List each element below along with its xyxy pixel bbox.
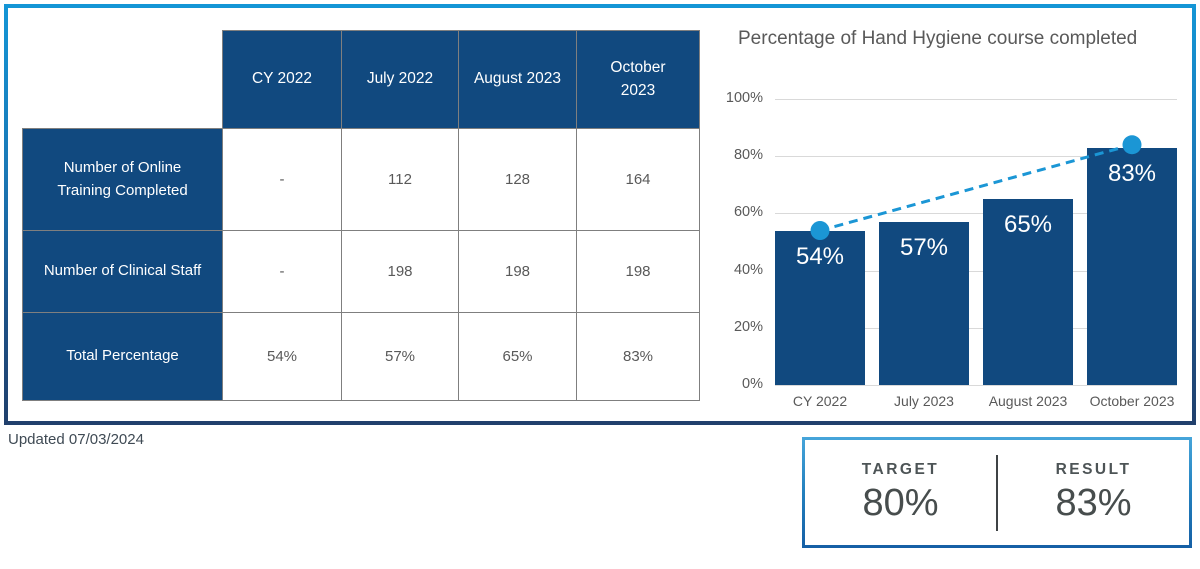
table-row: Number of Online Training Completed - 11… [22,128,700,231]
gridline-40- [775,270,1177,272]
table-cell: 128 [458,128,577,231]
training-stats-table: CY 2022 July 2022 August 2023 October 20… [22,30,700,401]
column-header-august-2023: August 2023 [458,30,577,129]
x-axis-label-august-2023: August 2023 [988,393,1068,409]
table-cell: 198 [341,230,459,313]
bar-value-label-cy-2022: 54% [795,242,845,270]
target-result-box: TARGET 80% RESULT 83% [802,437,1192,548]
table-cell: 54% [222,312,342,401]
table-cell: - [222,230,342,313]
column-header-july-2022: July 2022 [341,30,459,129]
bar-july-2023 [879,221,969,385]
y-axis-tick-100-: 100% [725,90,763,106]
chart-plot: 0% 20% 40% 60% 80% 100% 54% CY 2022 57% July 2023… [726,90,1177,409]
table-row: Number of Clinical Staff - 198 198 198 [22,230,700,313]
y-axis-tick-60-: 60% [733,204,763,221]
table-row: Total Percentage 54% 57% 65% 83% [22,312,700,401]
updated-date-text: Updated 07/03/2024 [8,431,144,448]
gridline-100- [775,99,1177,100]
hand-hygiene-chart: Percentage of Hand Hygiene course comple… [720,28,1200,428]
y-axis-tick-40-: 40% [733,261,763,278]
column-header-label: July 2022 [366,70,434,88]
bar-value-label-october-2023: 83% [1107,159,1157,187]
target-label: TARGET [861,460,940,478]
row-label-clinical-staff: Number of Clinical Staff [22,230,223,313]
gridline-20- [775,327,1177,329]
bar-cy-2022 [775,230,865,385]
table-cell: 164 [576,128,700,231]
y-axis-tick-80-: 80% [733,147,763,164]
target-value: 80% [862,481,939,524]
table-cell: 198 [576,230,700,313]
column-header-cy-2022: CY 2022 [222,30,342,129]
table-cell: 57% [341,312,459,401]
result-label: RESULT [1055,460,1132,478]
table-cell: - [222,128,342,231]
target-cell: TARGET 80% [805,461,996,525]
target-result-divider [996,454,998,531]
y-axis-tick-20-: 20% [733,318,763,335]
dashboard-panel-content: CY 2022 July 2022 August 2023 October 20… [8,8,1192,421]
bar-value-label-august-2023: 65% [1003,211,1053,239]
y-axis-tick-0-: 0% [742,376,763,392]
chart-title: Percentage of Hand Hygiene course comple… [738,28,1138,49]
column-header-label: August 2023 [473,70,562,88]
x-axis-label-cy-2022: CY 2022 [792,393,848,409]
dashboard-panel: CY 2022 July 2022 August 2023 October 20… [4,4,1196,425]
column-header-label: CY 2022 [251,70,313,88]
row-label-total-percentage: Total Percentage [22,312,223,401]
x-axis-label-october-2023: October 2023 [1089,393,1175,409]
table-cell: 83% [576,312,700,401]
table-cell: 65% [458,312,577,401]
column-header-label: October 2023 [610,59,666,99]
gridline-0- [775,385,1177,386]
column-header-october-2023: October 2023 [576,30,700,129]
trend-line-segment [819,143,1133,233]
table-cell: 112 [341,128,459,231]
row-label-online-training: Number of Online Training Completed [22,128,223,231]
table-cell: 198 [458,230,577,313]
table-corner-cell [22,30,223,129]
result-cell: RESULT 83% [998,461,1189,525]
bar-value-label-july-2023: 57% [899,233,949,261]
target-result-content: TARGET 80% RESULT 83% [805,440,1189,545]
result-value: 83% [1055,481,1132,524]
x-axis-label-july-2023: July 2023 [894,393,954,409]
